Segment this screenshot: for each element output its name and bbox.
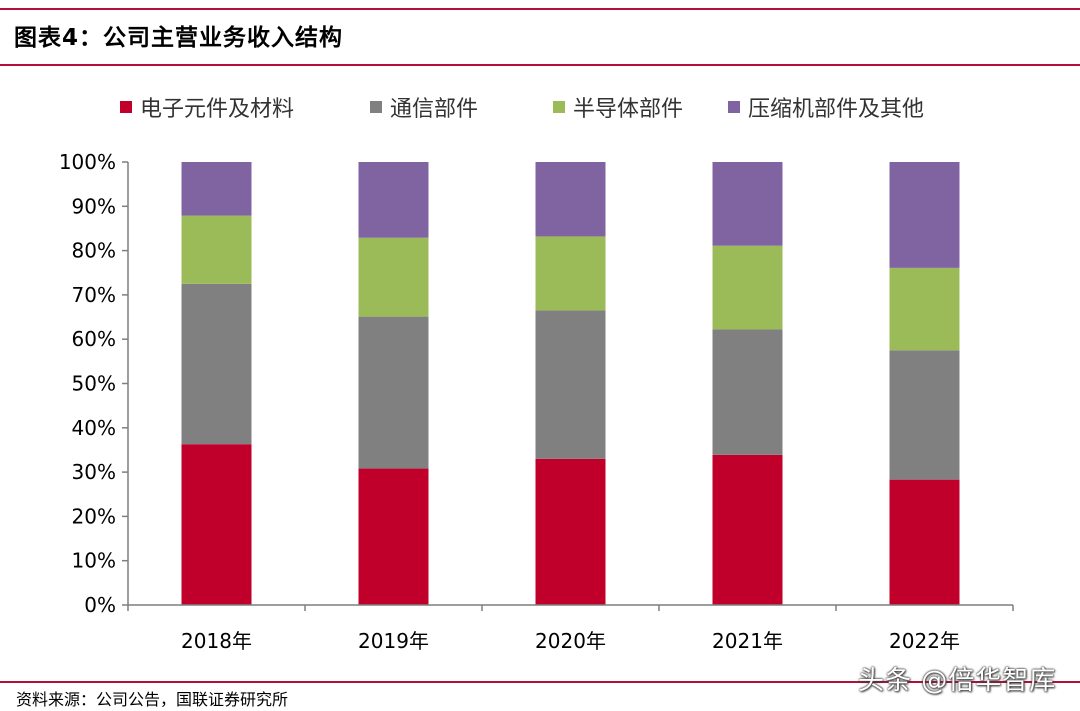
legend-swatch-3: [553, 101, 565, 113]
bar-2-series-1: [358, 468, 429, 605]
bar-1-series-3: [181, 215, 252, 284]
stacked-bar-chart: 电子元件及材料 通信部件 半导体部件 压缩机部件及其他 2018年 2019年 2020年…: [59, 97, 1014, 653]
legend-label-1: 电子元件及材料: [140, 97, 294, 122]
bar-4-series-2: [712, 329, 783, 455]
bar-5-series-4: [889, 162, 960, 268]
bar-4-series-4: [712, 162, 783, 246]
y-tick-label: 20%: [72, 504, 116, 528]
legend-label-4: 压缩机部件及其他: [748, 97, 924, 122]
bar-4-series-1: [712, 454, 783, 605]
bar-1-series-2: [181, 283, 252, 445]
bar-1-series-4: [181, 162, 252, 216]
bar-5-series-1: [889, 479, 960, 605]
y-tick-label: 80%: [72, 239, 116, 263]
x-tick-label: 2021年: [712, 629, 783, 653]
y-tick-label: 40%: [72, 416, 116, 440]
legend-label-2: 通信部件: [390, 97, 478, 122]
footer-rule: [0, 681, 1080, 683]
y-tick-label: 90%: [72, 194, 116, 218]
y-tick-label: 100%: [59, 150, 116, 174]
y-tick-label: 60%: [72, 327, 116, 351]
bar-4-series-3: [712, 245, 783, 330]
bar-3-series-1: [535, 458, 606, 605]
title-divider: [0, 64, 1080, 66]
x-tick-label: 2020年: [535, 629, 606, 653]
bar-1-series-1: [181, 444, 252, 605]
bar-5-series-3: [889, 267, 960, 351]
x-tick-label: 2022年: [889, 629, 960, 653]
source-note: 资料来源：公司公告，国联证券研究所: [16, 690, 289, 709]
bars: [181, 162, 960, 605]
bar-3-series-3: [535, 236, 606, 311]
bar-5-series-2: [889, 350, 960, 480]
y-tick-label: 70%: [72, 283, 116, 307]
legend-label-3: 半导体部件: [573, 97, 683, 122]
top-rule: [0, 8, 1080, 10]
y-tick-label: 30%: [72, 460, 116, 484]
bar-3-series-4: [535, 162, 606, 237]
watermark: 头条 @倍华智库: [858, 666, 1057, 696]
bar-2-series-3: [358, 237, 429, 317]
figure-title: 图表4：公司主营业务收入结构: [14, 25, 344, 51]
y-tick-label: 10%: [72, 549, 116, 573]
legend-swatch-1: [120, 101, 132, 113]
bar-2-series-2: [358, 316, 429, 469]
legend-swatch-4: [728, 101, 740, 113]
bar-2-series-4: [358, 162, 429, 238]
x-tick-label: 2019年: [358, 629, 429, 653]
axes: 2018年 2019年 2020年 2021年 2022年 0% 10% 20% 30% 40% 5…: [59, 150, 1014, 653]
legend-swatch-2: [370, 101, 382, 113]
y-tick-label: 50%: [72, 372, 116, 396]
bar-3-series-2: [535, 310, 606, 459]
y-tick-label: 0%: [84, 593, 116, 617]
legend: 电子元件及材料 通信部件 半导体部件 压缩机部件及其他: [120, 97, 924, 122]
x-tick-label: 2018年: [181, 629, 252, 653]
